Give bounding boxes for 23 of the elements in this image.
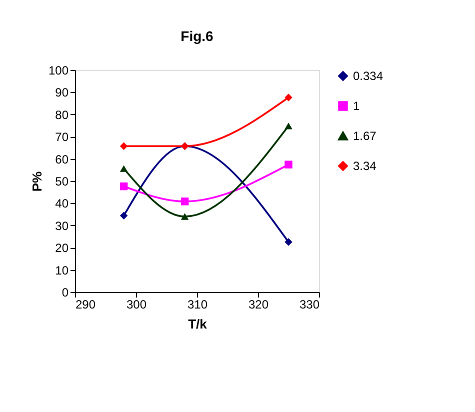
legend-label: 1 [353, 99, 360, 113]
legend-label: 1.67 [353, 129, 377, 143]
y-tick-label: 10 [55, 263, 69, 278]
x-tick-label: 290 [76, 298, 96, 312]
y-tick-label: 70 [55, 130, 69, 144]
y-tick-label: 50 [55, 174, 69, 188]
y-tick-label: 60 [55, 152, 69, 166]
y-tick-label: 30 [55, 218, 69, 233]
x-tick-label: 300 [126, 298, 147, 312]
legend-label: 3.34 [353, 159, 377, 173]
y-tick-label: 100 [48, 64, 69, 78]
x-tick-label: 310 [187, 298, 208, 312]
x-tick-label: 330 [299, 298, 320, 312]
chart-title: Fig.6 [180, 28, 214, 44]
legend-label: 0.334 [353, 69, 384, 83]
y-axis-title: P% [29, 170, 44, 192]
x-tick-label: 320 [248, 298, 269, 312]
y-tick-label: 40 [55, 196, 69, 211]
y-tick-label: 20 [55, 241, 69, 256]
x-axis-title: T/k [188, 316, 208, 332]
y-tick-label: 80 [55, 108, 69, 122]
y-tick-label: 0 [62, 286, 69, 300]
y-tick-label: 90 [55, 86, 69, 100]
